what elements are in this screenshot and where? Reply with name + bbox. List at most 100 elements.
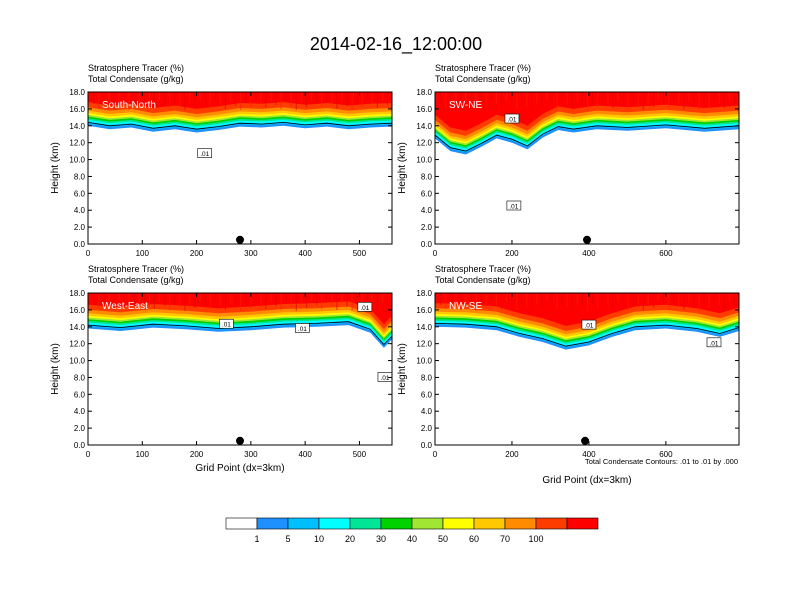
tracer-streak bbox=[260, 293, 262, 305]
tracer-streak bbox=[683, 92, 685, 109]
tracer-streak bbox=[98, 92, 100, 108]
tracer-streak bbox=[435, 92, 437, 100]
tracer-streak bbox=[260, 92, 262, 104]
tracer-streak bbox=[285, 92, 287, 102]
x-tick-label: 200 bbox=[190, 450, 204, 459]
tracer-streak bbox=[88, 92, 90, 100]
tracer-streak bbox=[688, 293, 690, 303]
panel-label: SW-NE bbox=[449, 100, 482, 111]
colorbar-swatch bbox=[411, 517, 444, 530]
panel-title-condensate: Total Condensate (g/kg) bbox=[88, 74, 184, 84]
tracer-streak bbox=[300, 293, 302, 304]
tracer-streak bbox=[128, 92, 130, 110]
contour-label-box bbox=[219, 318, 234, 329]
tracer-streak bbox=[455, 293, 457, 306]
tracer-streak bbox=[158, 293, 161, 302]
tracer-streak bbox=[331, 293, 333, 306]
tracer-streak bbox=[331, 92, 333, 105]
tracer-streak bbox=[642, 92, 644, 110]
y-tick-label: 14.0 bbox=[416, 323, 432, 332]
tracer-field: .01 bbox=[88, 92, 392, 244]
tracer-streak bbox=[219, 293, 221, 306]
plot-frame bbox=[87, 91, 393, 245]
tracer-streak bbox=[351, 92, 353, 110]
tracer-streak bbox=[657, 293, 660, 301]
y-tick-label: 16.0 bbox=[69, 306, 85, 315]
tracer-streak bbox=[361, 92, 363, 107]
tracer-streak bbox=[285, 293, 287, 303]
contour-line bbox=[435, 124, 739, 152]
contour-label: .01 bbox=[380, 375, 389, 382]
tracer-streak bbox=[460, 92, 462, 109]
tracer-streak bbox=[245, 92, 247, 103]
tracer-streak bbox=[683, 293, 685, 310]
tracer-streak bbox=[597, 293, 599, 308]
tracer-streak bbox=[386, 92, 389, 105]
tracer-streak bbox=[511, 293, 513, 306]
tracer-streak bbox=[371, 92, 373, 104]
tracer-streak bbox=[536, 92, 538, 103]
tracer-streak bbox=[490, 92, 492, 100]
colorbar-swatch bbox=[566, 517, 599, 530]
x-tick-label: 300 bbox=[244, 249, 258, 258]
tracer-streak bbox=[607, 293, 609, 305]
panel-label: South-North bbox=[102, 100, 156, 111]
tracer-streak bbox=[240, 293, 242, 311]
tracer-streak bbox=[688, 92, 690, 102]
tracer-streak bbox=[556, 293, 558, 309]
contour-line bbox=[88, 121, 392, 130]
tracer-streak bbox=[597, 92, 599, 107]
contour-line bbox=[435, 323, 739, 347]
tracer-streak bbox=[366, 293, 368, 301]
tracer-streak bbox=[673, 293, 675, 302]
tracer-streak bbox=[703, 92, 705, 103]
tracer-streak bbox=[336, 293, 338, 310]
x-tick-label: 100 bbox=[136, 249, 150, 258]
tracer-streak bbox=[305, 92, 308, 107]
y-tick-label: 14.0 bbox=[69, 122, 85, 131]
tracer-streak bbox=[546, 293, 548, 301]
tracer-streak bbox=[581, 293, 584, 307]
tracer-streak bbox=[668, 293, 670, 309]
tracer-streak bbox=[490, 293, 492, 301]
tracer-streak bbox=[209, 293, 211, 309]
tracer-field: .01 .01 bbox=[435, 293, 739, 445]
tracer-streak bbox=[541, 293, 543, 308]
tracer-streak bbox=[505, 92, 508, 101]
plot-frame bbox=[434, 91, 740, 245]
tracer-streak bbox=[445, 293, 447, 309]
contour-label-box bbox=[295, 323, 310, 333]
tracer-streak bbox=[622, 92, 624, 105]
tracer-streak bbox=[265, 92, 267, 108]
tracer-streak bbox=[174, 293, 176, 303]
tracer-streak bbox=[678, 293, 680, 306]
tracer-streak bbox=[169, 92, 171, 109]
tracer-streak bbox=[224, 92, 226, 109]
tracer-streak bbox=[153, 293, 156, 309]
tracer-streak bbox=[214, 92, 216, 101]
panels: Stratosphere Tracer (%)Total Condensate … bbox=[50, 63, 740, 486]
x-axis-label: Grid Point (dx=3km) bbox=[195, 463, 284, 474]
tracer-streak bbox=[551, 92, 553, 104]
tracer-streak bbox=[103, 293, 105, 302]
tracer-streak bbox=[647, 293, 649, 304]
tracer-streak bbox=[93, 92, 95, 104]
contour-label: .01 bbox=[584, 323, 593, 330]
tracer-streak bbox=[566, 92, 568, 105]
tracer-streak bbox=[179, 92, 181, 106]
contour-label-box bbox=[504, 113, 520, 124]
panel-title-condensate: Total Condensate (g/kg) bbox=[88, 275, 184, 285]
tracer-streak bbox=[316, 92, 318, 104]
tracer-streak bbox=[133, 92, 135, 103]
y-tick-label: 2.0 bbox=[74, 424, 86, 433]
tracer-streak bbox=[214, 293, 216, 302]
tracer-streak bbox=[93, 293, 95, 305]
x-tick-label: 0 bbox=[86, 450, 91, 459]
tracer-streak bbox=[541, 92, 543, 107]
y-tick-label: 18.0 bbox=[69, 88, 85, 97]
x-tick-label: 300 bbox=[244, 450, 258, 459]
tracer-streak bbox=[571, 92, 573, 109]
plot-frame bbox=[434, 292, 740, 446]
tracer-streak bbox=[668, 92, 670, 108]
y-tick-label: 8.0 bbox=[74, 373, 86, 382]
